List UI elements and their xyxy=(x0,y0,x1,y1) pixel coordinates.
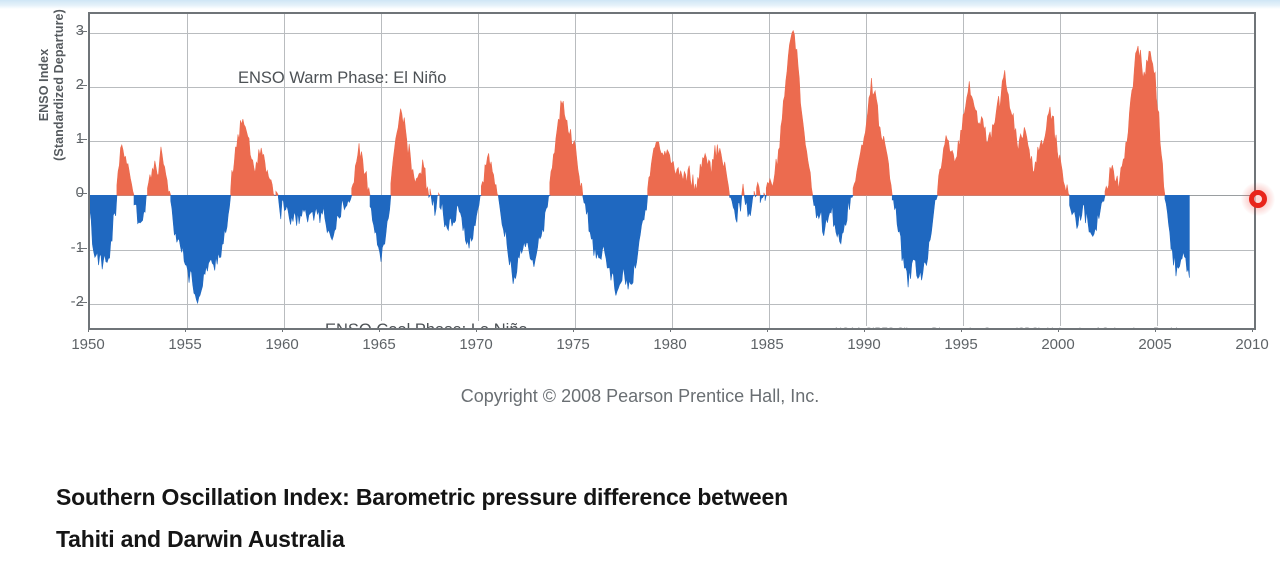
y-tick-mark xyxy=(78,85,87,87)
x-tick-label: 1955 xyxy=(168,336,202,353)
gridline-vertical xyxy=(187,14,188,328)
plot-area: ENSO Warm Phase: El Niño ENSO Cool Phase… xyxy=(88,12,1256,330)
warm-phase-area xyxy=(116,29,1166,196)
x-tick-label: 1990 xyxy=(847,336,881,353)
y-tick-label: -2 xyxy=(70,292,84,310)
x-tick-label: 1965 xyxy=(362,336,396,353)
x-tick-label: 1980 xyxy=(653,336,687,353)
annotation-cool-phase: ENSO Cool Phase: La Niña xyxy=(322,321,531,328)
gridline-vertical xyxy=(381,14,382,328)
y-tick-mark xyxy=(78,301,87,303)
y-tick-label: 0 xyxy=(44,184,84,201)
annotation-warm-phase: ENSO Warm Phase: El Niño xyxy=(238,69,447,87)
cool-phase-area xyxy=(90,195,1190,305)
y-tick-label: -1 xyxy=(70,238,84,256)
gridline-vertical xyxy=(284,14,285,328)
slide-caption: Southern Oscillation Index: Barometric p… xyxy=(56,476,1056,560)
slide-top-edge xyxy=(0,0,1280,9)
gridline-vertical xyxy=(478,14,479,328)
plot-inner: ENSO Warm Phase: El Niño ENSO Cool Phase… xyxy=(90,14,1254,328)
x-tick-label: 1975 xyxy=(556,336,590,353)
y-tick-mark xyxy=(78,193,87,195)
caption-line-1: Southern Oscillation Index: Barometric p… xyxy=(56,484,788,510)
y-tick-label: 3 xyxy=(44,22,84,39)
x-tick-label: 2005 xyxy=(1138,336,1172,353)
y-tick-mark xyxy=(78,139,87,141)
x-tick-label: 1995 xyxy=(944,336,978,353)
x-tick-label: 1950 xyxy=(71,336,105,353)
copyright-notice: Copyright © 2008 Pearson Prentice Hall, … xyxy=(460,386,820,406)
data-source-credit: NOAA-CIRES Climate Diagnostics Center (C… xyxy=(832,326,1190,328)
y-tick-mark xyxy=(78,30,87,32)
enso-index-series xyxy=(90,29,1190,305)
x-tick-label: 2010 xyxy=(1235,336,1269,353)
x-tick-label: 1985 xyxy=(750,336,784,353)
y-tick-label: 1 xyxy=(44,130,84,147)
x-tick-label: 1970 xyxy=(459,336,493,353)
x-tick-label: 2000 xyxy=(1041,336,1075,353)
enso-index-figure: ENSO Index (Standardized Departure) 3210… xyxy=(37,9,1269,406)
x-tick-label: 1960 xyxy=(265,336,299,353)
caption-line-2: Tahiti and Darwin Australia xyxy=(56,526,345,552)
y-tick-mark xyxy=(78,247,87,249)
gridline-vertical xyxy=(769,14,770,328)
y-tick-label: 2 xyxy=(44,76,84,93)
